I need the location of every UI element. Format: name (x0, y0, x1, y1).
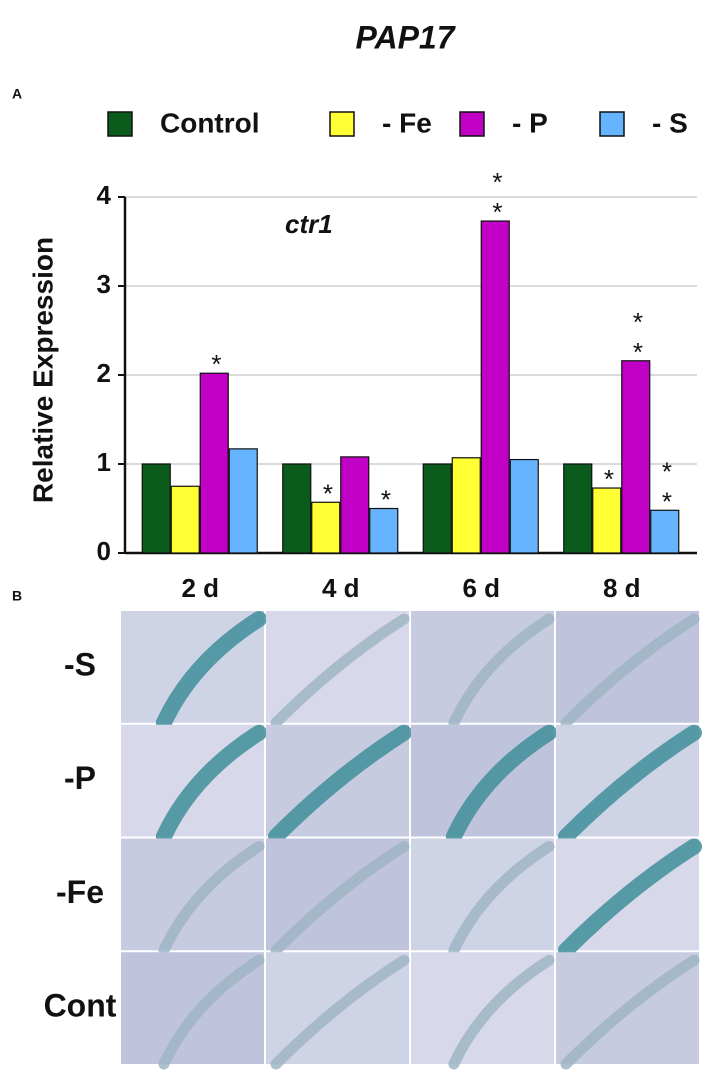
bar (228, 448, 258, 554)
bar (369, 507, 399, 554)
root (445, 724, 557, 845)
root (558, 838, 702, 959)
root (448, 841, 555, 956)
legend-label: - S (652, 107, 688, 138)
bar (563, 463, 593, 554)
bar (282, 463, 312, 554)
row-label: Cont (44, 988, 117, 1024)
chart-title: PAP17 (355, 19, 456, 55)
y-tick-label: 2 (97, 358, 111, 388)
legend-swatch (599, 111, 625, 137)
bar (422, 463, 452, 554)
bar (650, 509, 680, 554)
bar (199, 372, 229, 554)
panel-label: B (12, 588, 22, 604)
root (448, 613, 555, 729)
bar (592, 487, 622, 554)
bar (340, 456, 370, 554)
significance-label: * (371, 485, 401, 515)
x-tick-label: 6 d (462, 573, 500, 603)
row-label: -S (64, 646, 96, 682)
significance-label: * (594, 464, 624, 494)
root (155, 724, 267, 845)
bar (451, 457, 481, 554)
bar (480, 220, 510, 554)
annotation: ctr1 (285, 209, 333, 239)
root (158, 954, 265, 1070)
bar (621, 360, 651, 554)
y-tick-label: 3 (97, 269, 111, 299)
row-label: -Fe (56, 874, 104, 910)
legend-label: - P (512, 107, 548, 138)
significance-label: * (201, 349, 231, 379)
bar (509, 458, 539, 554)
root (158, 841, 265, 956)
root (558, 724, 702, 845)
root (268, 724, 412, 845)
bar (141, 463, 171, 554)
root (448, 954, 555, 1070)
x-tick-label: 2 d (181, 573, 219, 603)
row-label: -P (64, 760, 96, 796)
significance-label: ** (482, 167, 512, 227)
legend-swatch (329, 111, 355, 137)
root (560, 613, 700, 729)
bar (170, 485, 200, 554)
root (270, 841, 410, 956)
legend-label: Control (160, 107, 260, 138)
panel-label: A (12, 86, 22, 102)
root (270, 954, 410, 1070)
y-tick-label: 0 (97, 536, 111, 566)
root (270, 613, 410, 729)
significance-label: * (313, 478, 343, 508)
root (155, 611, 267, 731)
y-tick-label: 4 (97, 180, 112, 210)
legend-swatch (107, 111, 133, 137)
root (560, 954, 700, 1070)
y-tick-label: 1 (97, 447, 111, 477)
x-tick-label: 4 d (322, 573, 360, 603)
bar (311, 501, 341, 554)
significance-label: ** (623, 307, 653, 367)
x-tick-label: 8 d (603, 573, 641, 603)
legend-swatch (459, 111, 485, 137)
y-axis-label: Relative Expression (27, 237, 58, 503)
legend-label: - Fe (382, 107, 432, 138)
significance-label: ** (652, 456, 682, 516)
